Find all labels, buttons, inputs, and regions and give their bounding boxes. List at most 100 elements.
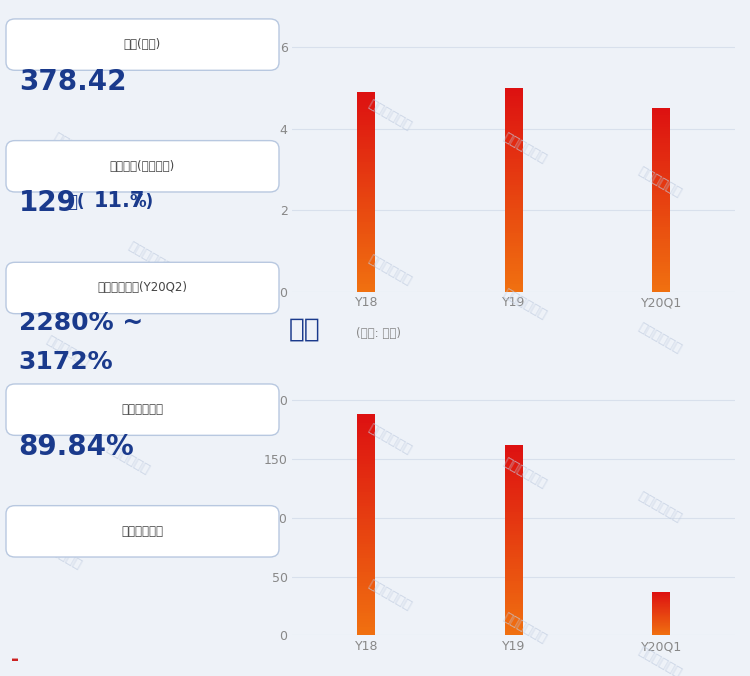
Bar	[505, 264, 523, 266]
Bar	[505, 590, 523, 593]
Bar	[505, 180, 523, 183]
Bar	[505, 197, 523, 200]
Bar	[505, 106, 523, 108]
Bar	[505, 218, 523, 220]
Bar	[357, 219, 375, 222]
Bar	[652, 232, 670, 235]
Bar	[357, 185, 375, 187]
Bar	[505, 225, 523, 228]
Bar	[652, 283, 670, 285]
Bar	[505, 134, 523, 137]
Bar	[357, 489, 375, 491]
Bar	[505, 523, 523, 526]
Bar	[505, 526, 523, 529]
Bar	[652, 182, 670, 184]
Bar	[652, 243, 670, 246]
Bar	[652, 147, 670, 149]
Bar	[357, 613, 375, 616]
Bar	[357, 525, 375, 528]
Bar	[505, 93, 523, 96]
Bar	[505, 604, 523, 607]
Bar	[505, 502, 523, 504]
Bar	[357, 182, 375, 185]
Bar	[357, 506, 375, 508]
Bar	[652, 118, 670, 120]
Bar	[357, 511, 375, 514]
Bar	[505, 457, 523, 459]
Bar	[652, 179, 670, 182]
Bar	[357, 92, 375, 95]
Bar	[652, 138, 670, 141]
Bar	[652, 200, 670, 202]
Bar	[357, 244, 375, 247]
Bar	[357, 279, 375, 282]
Bar	[652, 122, 670, 124]
Bar	[357, 453, 375, 456]
Bar	[505, 514, 523, 516]
Bar	[505, 284, 523, 287]
Bar	[652, 111, 670, 113]
Bar	[505, 116, 523, 118]
Bar	[505, 509, 523, 512]
Bar	[505, 137, 523, 139]
Bar	[357, 467, 375, 470]
Bar	[505, 571, 523, 573]
Bar	[357, 481, 375, 483]
Bar	[505, 96, 523, 98]
Bar	[505, 490, 523, 493]
Bar	[505, 160, 523, 162]
Bar	[357, 475, 375, 478]
Bar	[357, 222, 375, 224]
Bar	[357, 272, 375, 274]
Bar	[357, 204, 375, 207]
Bar	[505, 518, 523, 521]
Bar	[357, 124, 375, 127]
Text: 每日经济新闻: 每日经济新闻	[636, 320, 684, 356]
Bar	[505, 569, 523, 571]
Bar	[357, 257, 375, 259]
Bar	[505, 481, 523, 483]
Bar	[357, 610, 375, 613]
Bar	[505, 454, 523, 457]
Bar	[505, 531, 523, 533]
Bar	[505, 258, 523, 261]
Bar	[652, 189, 670, 191]
Bar	[505, 464, 523, 466]
Bar	[505, 279, 523, 281]
Bar	[357, 99, 375, 102]
Bar	[357, 585, 375, 589]
Bar	[357, 254, 375, 257]
Text: 378.42: 378.42	[19, 68, 126, 95]
Bar	[505, 452, 523, 454]
Bar	[652, 264, 670, 266]
Bar	[505, 479, 523, 481]
Bar	[357, 495, 375, 498]
Bar	[652, 237, 670, 239]
Bar	[652, 143, 670, 145]
Bar	[357, 508, 375, 511]
Bar	[357, 522, 375, 525]
Bar	[505, 162, 523, 164]
Text: %): %)	[129, 193, 153, 211]
Bar	[505, 495, 523, 498]
Bar	[505, 274, 523, 276]
Bar	[357, 500, 375, 503]
Bar	[505, 585, 523, 588]
Text: 每日经济新闻: 每日经济新闻	[636, 489, 684, 525]
Bar	[652, 223, 670, 225]
Bar	[652, 241, 670, 243]
Bar	[357, 622, 375, 625]
Bar	[505, 170, 523, 172]
Text: 11.7: 11.7	[94, 191, 146, 211]
Bar	[357, 214, 375, 217]
Bar	[652, 280, 670, 283]
Bar	[357, 224, 375, 226]
Text: 3172%: 3172%	[19, 350, 113, 375]
Bar	[357, 597, 375, 600]
Bar	[505, 147, 523, 149]
Bar	[505, 626, 523, 628]
Text: 最新监管情况: 最新监管情况	[122, 525, 164, 538]
Bar	[357, 152, 375, 155]
Bar	[357, 195, 375, 197]
Bar	[357, 462, 375, 464]
